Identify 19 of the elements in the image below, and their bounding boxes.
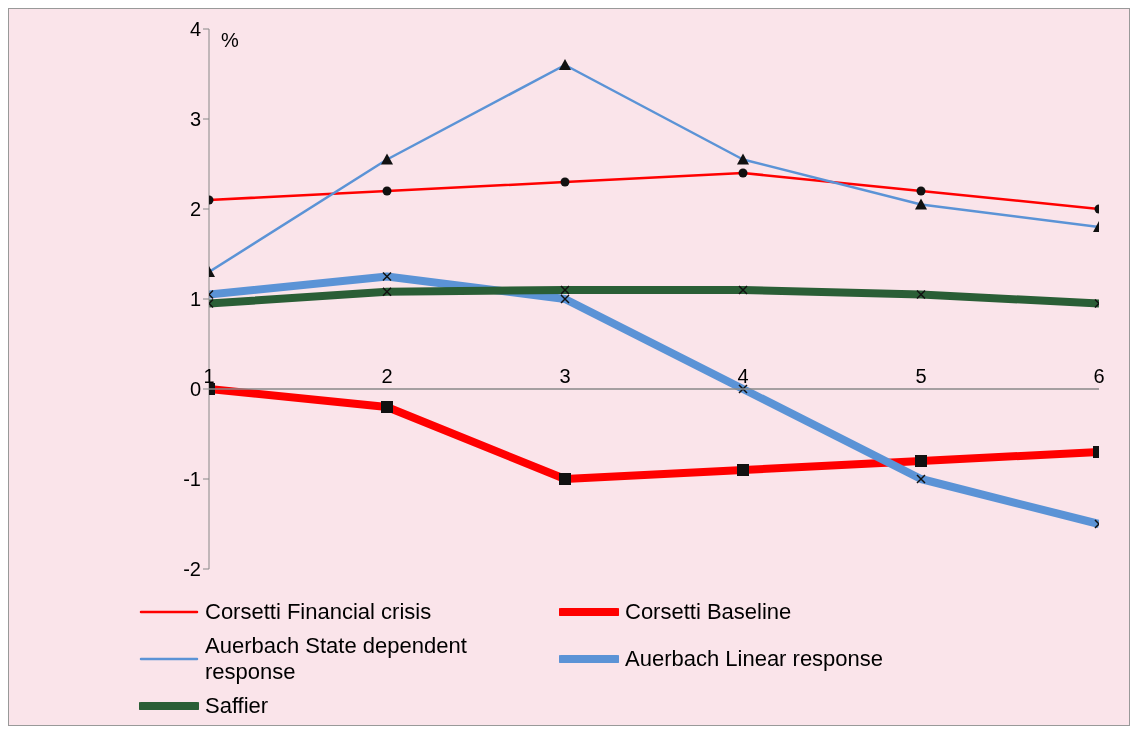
y-tick-label: 3	[189, 108, 201, 131]
y-tick-label: 4	[189, 18, 201, 41]
x-tick-label: 5	[915, 365, 927, 387]
y-tick-label: -2	[183, 558, 201, 581]
legend-label: Saffier	[205, 693, 269, 719]
legend-label: Corsetti Baseline	[625, 599, 792, 625]
legend-label: Auerbach State dependent response	[205, 633, 468, 685]
x-tick-label: 6	[1093, 365, 1105, 387]
x-tick-label: 1	[203, 365, 215, 387]
legend-label: Auerbach Linear response	[625, 646, 884, 672]
legend-label: Corsetti Financial crisis	[205, 599, 432, 625]
y-tick-label: 2	[189, 198, 201, 221]
y-axis-title: %	[221, 29, 239, 52]
y-tick-label: -1	[183, 468, 201, 491]
x-tick-label: 2	[381, 365, 393, 387]
y-tick-label: 0	[189, 378, 201, 401]
x-tick-label: 4	[737, 365, 749, 387]
x-tick-label: 3	[559, 365, 571, 387]
y-tick-label: 1	[189, 288, 201, 311]
